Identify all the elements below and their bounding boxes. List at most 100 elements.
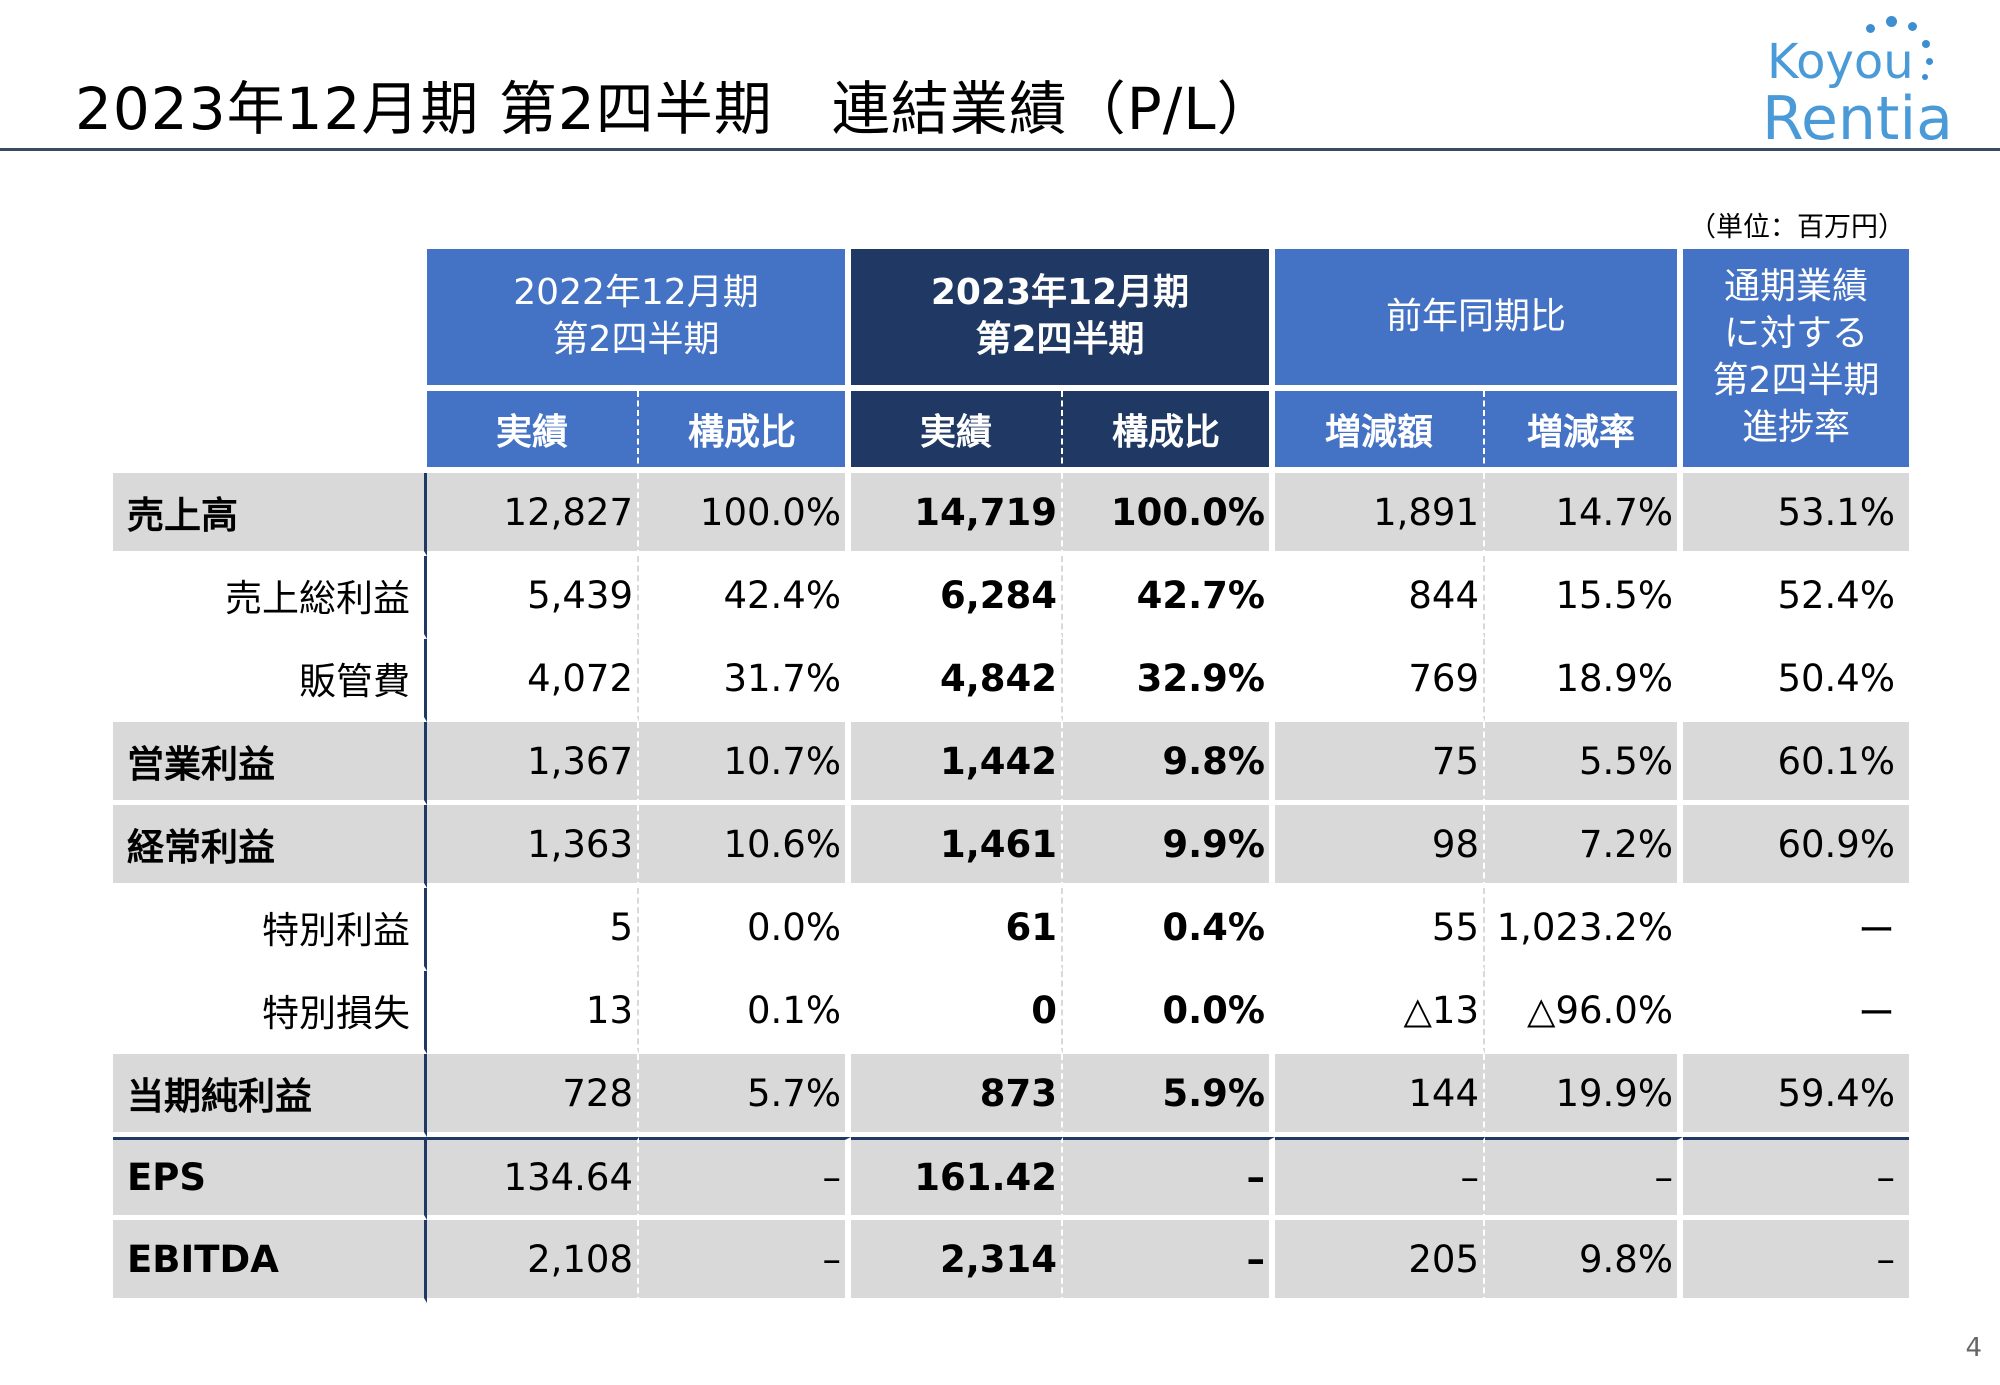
prev-ratio-cell: – — [639, 1137, 851, 1220]
progress-cell: 59.4% — [1683, 1054, 1909, 1137]
table-row: 営業利益 1,367 10.7% 1,442 9.8% 75 5.5% 60.1% — [113, 722, 1909, 805]
prev-actual-cell: 13 — [427, 971, 639, 1054]
diff-amount-cell: 55 — [1275, 888, 1485, 971]
prev-ratio-cell: – — [639, 1220, 851, 1303]
prev-actual-cell: 1,367 — [427, 722, 639, 805]
progress-cell: 50.4% — [1683, 639, 1909, 722]
header-curr-period: 2023年12月期 第2四半期 — [851, 249, 1275, 391]
curr-actual-cell: 1,442 — [851, 722, 1063, 805]
progress-cell: 60.9% — [1683, 805, 1909, 888]
table-row: 売上高 12,827 100.0% 14,719 100.0% 1,891 14.7% 53.… — [113, 473, 1909, 556]
progress-cell: – — [1683, 1220, 1909, 1303]
progress-cell: ー — [1683, 888, 1909, 971]
progress-cell: 52.4% — [1683, 556, 1909, 639]
unit-note: （単位：百万円） — [1689, 212, 1905, 243]
diff-rate-cell: △96.0% — [1485, 971, 1683, 1054]
header-blank — [113, 249, 427, 391]
prev-ratio-cell: 100.0% — [639, 473, 851, 556]
curr-ratio-cell: 42.7% — [1063, 556, 1275, 639]
curr-ratio-cell: 9.8% — [1063, 722, 1275, 805]
title-divider — [0, 148, 2000, 151]
row-label: 販管費 — [113, 639, 427, 722]
table-row: EBITDA 2,108–2,314–205 9.8% – — [113, 1220, 1909, 1303]
header-yoy: 前年同期比 — [1275, 249, 1683, 391]
header-prev-ratio: 構成比 — [639, 391, 851, 473]
diff-rate-cell: 5.5% — [1485, 722, 1683, 805]
page-number: 4 — [1965, 1333, 1982, 1363]
header-curr-period-label: 2023年12月期 第2四半期 — [930, 272, 1190, 360]
header-prev-period-label: 2022年12月期 第2四半期 — [513, 272, 759, 360]
prev-actual-cell: 5,439 — [427, 556, 639, 639]
curr-actual-cell: 61 — [851, 888, 1063, 971]
diff-amount-cell: 144 — [1275, 1054, 1485, 1137]
page-title: 2023年12月期 第2四半期 連結業績（P/L） — [75, 75, 1276, 143]
row-label: 売上総利益 — [113, 556, 427, 639]
row-label: 特別損失 — [113, 971, 427, 1054]
diff-rate-cell: – — [1485, 1137, 1683, 1220]
curr-ratio-cell: 32.9% — [1063, 639, 1275, 722]
diff-rate-cell: 9.8% — [1485, 1220, 1683, 1303]
header-diff-amount: 増減額 — [1275, 391, 1485, 473]
prev-actual-cell: 1,363 — [427, 805, 639, 888]
progress-cell: ー — [1683, 971, 1909, 1054]
header-diff-rate: 増減率 — [1485, 391, 1683, 473]
row-label: 営業利益 — [113, 722, 427, 805]
curr-actual-cell: 873 — [851, 1054, 1063, 1137]
curr-ratio-cell: – — [1063, 1137, 1275, 1220]
header-blank-sub — [113, 391, 427, 473]
diff-amount-cell: 844 — [1275, 556, 1485, 639]
curr-actual-cell: 14,719 — [851, 473, 1063, 556]
diff-rate-cell: 7.2% — [1485, 805, 1683, 888]
diff-amount-cell: – — [1275, 1137, 1485, 1220]
table-row: 特別損失 13 0.1% 0 0.0% △13 △96.0% ー — [113, 971, 1909, 1054]
row-label: EPS — [113, 1137, 427, 1220]
curr-ratio-cell: 9.9% — [1063, 805, 1275, 888]
curr-actual-cell: 6,284 — [851, 556, 1063, 639]
prev-actual-cell: 5 — [427, 888, 639, 971]
diff-rate-cell: 15.5% — [1485, 556, 1683, 639]
table-row: 経常利益 1,363 10.6% 1,461 9.9% 98 7.2% 60.9% — [113, 805, 1909, 888]
prev-ratio-cell: 0.1% — [639, 971, 851, 1054]
logo-text-rentia: Rentia — [1762, 84, 1953, 154]
progress-cell: – — [1683, 1137, 1909, 1220]
header-prev-period: 2022年12月期 第2四半期 — [427, 249, 851, 391]
row-label: EBITDA — [113, 1220, 427, 1303]
prev-actual-cell: 728 — [427, 1054, 639, 1137]
prev-ratio-cell: 5.7% — [639, 1054, 851, 1137]
curr-actual-cell: 4,842 — [851, 639, 1063, 722]
curr-ratio-cell: – — [1063, 1220, 1275, 1303]
prev-actual-cell: 134.64 — [427, 1137, 639, 1220]
header-curr-actual: 実績 — [851, 391, 1063, 473]
prev-actual-cell: 4,072 — [427, 639, 639, 722]
diff-rate-cell: 18.9% — [1485, 639, 1683, 722]
prev-ratio-cell: 10.6% — [639, 805, 851, 888]
diff-amount-cell: 75 — [1275, 722, 1485, 805]
header-curr-ratio: 構成比 — [1063, 391, 1275, 473]
header-prev-actual: 実績 — [427, 391, 639, 473]
logo-dot-icon — [1908, 22, 1917, 31]
curr-actual-cell: 2,314 — [851, 1220, 1063, 1303]
progress-cell: 60.1% — [1683, 722, 1909, 805]
logo-dot-icon — [1866, 24, 1875, 33]
prev-actual-cell: 2,108 — [427, 1220, 639, 1303]
curr-ratio-cell: 0.4% — [1063, 888, 1275, 971]
header-yoy-label: 前年同期比 — [1385, 295, 1566, 337]
diff-amount-cell: △13 — [1275, 971, 1485, 1054]
company-logo: Koyou Rentia — [1762, 12, 1977, 154]
header-progress-label: 通期業績 に対する 第2四半期 進捗率 — [1712, 266, 1880, 448]
curr-actual-cell: 0 — [851, 971, 1063, 1054]
row-label: 経常利益 — [113, 805, 427, 888]
curr-ratio-cell: 0.0% — [1063, 971, 1275, 1054]
diff-rate-cell: 14.7% — [1485, 473, 1683, 556]
logo-dot-icon — [1886, 16, 1897, 27]
prev-ratio-cell: 42.4% — [639, 556, 851, 639]
row-label: 当期純利益 — [113, 1054, 427, 1137]
curr-ratio-cell: 5.9% — [1063, 1054, 1275, 1137]
diff-amount-cell: 1,891 — [1275, 473, 1485, 556]
pl-table: 2022年12月期 第2四半期 2023年12月期 第2四半期 前年同期比 通期… — [113, 249, 1909, 1303]
row-label: 特別利益 — [113, 888, 427, 971]
diff-amount-cell: 205 — [1275, 1220, 1485, 1303]
diff-amount-cell: 98 — [1275, 805, 1485, 888]
logo-dot-icon — [1922, 74, 1928, 80]
curr-actual-cell: 161.42 — [851, 1137, 1063, 1220]
